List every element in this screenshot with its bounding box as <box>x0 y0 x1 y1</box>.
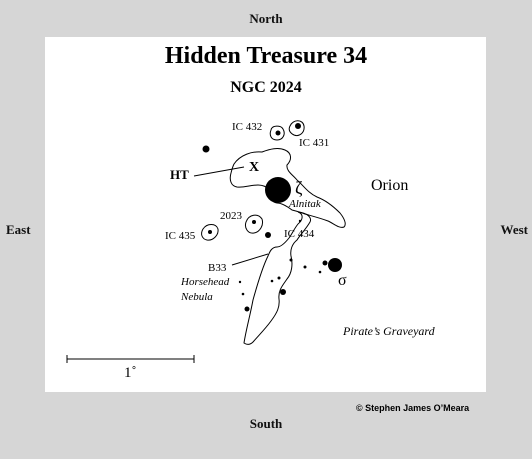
ngc2023-label: 2023 <box>220 210 243 222</box>
ic432-outline <box>269 125 285 141</box>
star <box>298 219 302 223</box>
compass-south: South <box>249 416 283 431</box>
star <box>244 306 250 312</box>
zeta-label: ζ <box>295 178 303 198</box>
star-sigma <box>328 258 342 272</box>
ic432-label: IC 432 <box>232 121 262 133</box>
star <box>280 289 286 295</box>
ic434-outline <box>243 211 311 345</box>
star <box>238 280 242 284</box>
ic431-outline <box>288 120 305 136</box>
star <box>265 232 271 238</box>
star <box>318 270 322 274</box>
star <box>275 130 281 136</box>
star <box>277 276 281 280</box>
page-subtitle: NGC 2024 <box>230 79 302 96</box>
compass-east: East <box>6 222 31 237</box>
horsehead-label-line1: Horsehead <box>180 276 230 288</box>
star <box>295 123 301 129</box>
scale-bar <box>66 355 195 363</box>
star <box>202 145 210 153</box>
ic434-label: IC 434 <box>284 228 315 240</box>
ngc2024-outline <box>229 148 346 228</box>
star <box>303 265 307 269</box>
star <box>241 292 245 296</box>
b33-label: B33 <box>208 262 227 274</box>
ic435-label: IC 435 <box>165 230 196 242</box>
ht-label: HT <box>170 167 189 182</box>
star <box>289 258 293 262</box>
star <box>252 220 256 224</box>
ic431-label: IC 431 <box>299 137 329 149</box>
orion-label: Orion <box>371 177 408 194</box>
compass-west: West <box>500 222 528 237</box>
ic435-outline <box>201 224 219 241</box>
copyright-notice: © Stephen James O’Meara <box>356 403 470 413</box>
alnitak-label: Alnitak <box>288 198 322 210</box>
star <box>270 279 274 283</box>
pirates-graveyard-label: Pirate’s Graveyard <box>342 324 436 338</box>
scale-bar-label: 1˚ <box>124 365 137 381</box>
x-marker-label: X <box>249 160 259 175</box>
page-title: Hidden Treasure 34 <box>164 43 368 69</box>
b33-leader-line <box>231 253 269 266</box>
star-alnitak <box>265 177 291 203</box>
chart-panel <box>45 37 486 392</box>
ngc2023-outline <box>245 214 263 234</box>
star <box>322 260 328 266</box>
horsehead-label-line2: Nebula <box>180 291 213 303</box>
sigma-label: σ <box>338 272 347 289</box>
ht-leader-line <box>193 166 245 177</box>
compass-north: North <box>249 11 283 26</box>
star <box>208 230 212 234</box>
